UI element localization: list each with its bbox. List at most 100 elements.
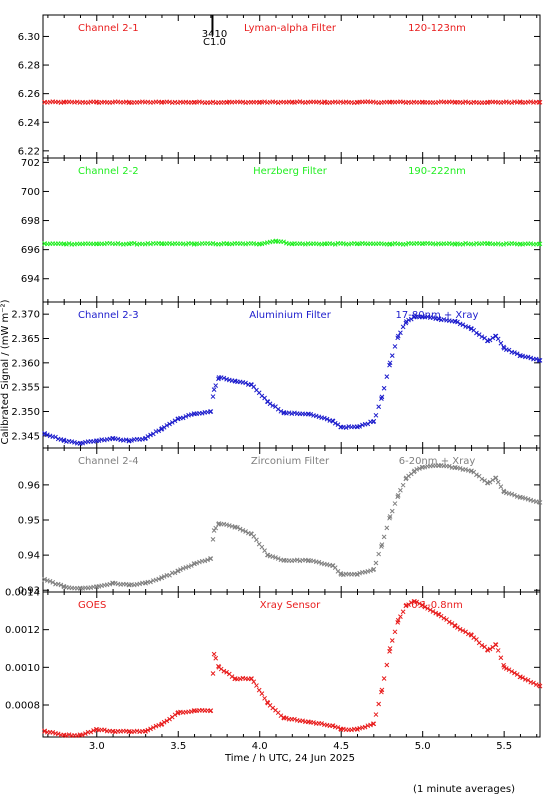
data-point (47, 578, 53, 584)
data-point (404, 475, 409, 481)
data-point (232, 676, 238, 681)
data-point (110, 728, 116, 734)
data-point (278, 408, 284, 414)
data-point (537, 358, 543, 363)
data-point (50, 580, 56, 585)
data-point (420, 464, 426, 470)
data-point (110, 580, 116, 586)
data-point (404, 602, 409, 608)
data-point (322, 241, 328, 247)
data-point (446, 463, 452, 469)
data-point (224, 376, 229, 382)
data-point (485, 648, 491, 653)
data-point (61, 732, 67, 738)
data-point (42, 241, 47, 247)
data-point (262, 99, 267, 105)
data-point (42, 99, 47, 105)
data-point (281, 239, 286, 245)
data-point (449, 621, 455, 626)
data-point (343, 425, 349, 430)
data-point (311, 558, 316, 564)
data-point (273, 238, 279, 244)
data-point (465, 324, 471, 330)
data-point (498, 340, 504, 346)
band-label: 190-222nm (408, 166, 466, 177)
data-point (115, 436, 121, 442)
filter-label: Xray Sensor (260, 600, 321, 611)
data-point (381, 385, 387, 391)
data-point (474, 637, 479, 642)
data-point (257, 99, 263, 105)
data-point (210, 671, 216, 676)
data-point (360, 422, 365, 428)
data-point (254, 537, 259, 543)
data-point (44, 432, 50, 438)
data-point (441, 317, 447, 322)
data-point (137, 581, 143, 587)
data-point (127, 582, 132, 588)
data-point (55, 581, 61, 587)
data-point (498, 484, 504, 489)
data-point (311, 720, 316, 725)
data-point (55, 731, 61, 737)
data-point (243, 380, 248, 386)
y-tick-label: 0.0008 (5, 700, 40, 711)
y-tick-label: 2.345 (11, 431, 40, 442)
data-point (265, 399, 271, 405)
y-tick-label: 2.370 (11, 310, 40, 321)
data-point (400, 324, 406, 330)
data-point (420, 314, 426, 319)
data-point (306, 719, 311, 725)
data-point (392, 501, 398, 506)
data-point (518, 674, 523, 680)
data-point (368, 722, 373, 728)
y-tick-label: 6.24 (18, 118, 40, 129)
data-point (292, 716, 297, 722)
data-point (522, 677, 528, 682)
data-point (313, 413, 319, 419)
data-point (417, 601, 422, 606)
data-point (275, 556, 281, 561)
data-point (525, 496, 531, 502)
data-point (389, 638, 395, 643)
data-point (169, 420, 175, 425)
data-point (150, 725, 156, 730)
data-point (379, 394, 385, 400)
data-point (471, 241, 477, 247)
data-point (259, 691, 265, 696)
data-point (211, 651, 217, 657)
data-point (159, 426, 165, 431)
filter-label: Herzberg Filter (253, 166, 328, 177)
data-point (224, 241, 230, 247)
data-point (395, 494, 401, 500)
data-point (249, 531, 254, 537)
data-point (289, 241, 295, 247)
data-point (213, 525, 219, 531)
data-point (387, 514, 393, 519)
data-point (281, 558, 287, 563)
data-point (479, 643, 485, 648)
data-point (199, 410, 205, 416)
data-point (44, 578, 50, 583)
data-point (224, 99, 230, 105)
data-point (262, 395, 267, 401)
x-tick-label: 5.0 (415, 741, 431, 752)
data-point (278, 713, 284, 719)
data-point (61, 241, 67, 247)
data-point (512, 350, 517, 356)
data-point (518, 494, 523, 500)
data-point (257, 241, 263, 247)
data-point (509, 669, 515, 674)
data-point (143, 580, 149, 586)
data-point (61, 99, 67, 105)
data-point (53, 434, 58, 440)
data-point (537, 683, 543, 689)
data-point (131, 240, 137, 246)
data-point (281, 410, 287, 416)
data-point (188, 709, 194, 714)
data-point (452, 241, 458, 247)
data-point (430, 609, 436, 614)
data-point (506, 667, 512, 673)
y-tick-label: 6.26 (18, 89, 40, 100)
y-tick-label: 6.22 (18, 146, 40, 157)
